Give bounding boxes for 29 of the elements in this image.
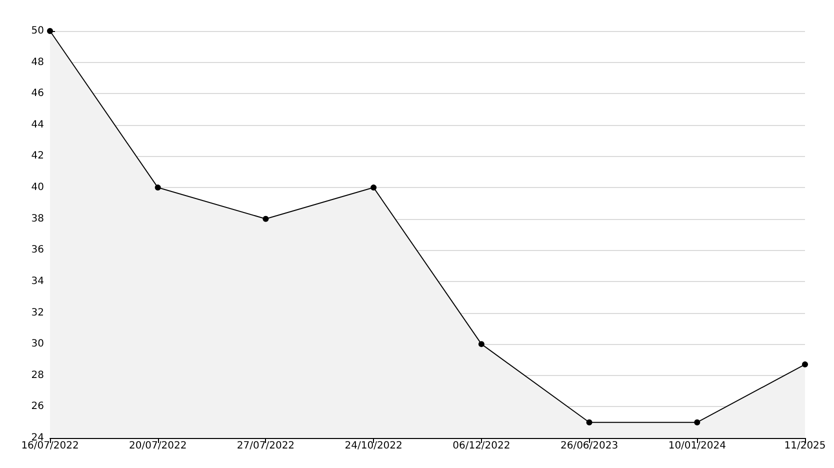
x-tick-label: 16/07/2022 [21,440,79,452]
x-tick-label: 24/10/2022 [344,440,402,452]
point [802,361,808,368]
x-tick-label: 20/07/2022 [129,440,187,452]
point [586,419,592,426]
point [370,184,377,191]
x-tick-label: 11/2025 [784,440,826,452]
point [262,216,269,222]
point [154,184,161,191]
x-tick-label: 06/12/2022 [452,440,510,452]
y-tick-label: 30 [31,338,44,350]
y-tick-label: 46 [31,88,44,100]
y-tick-label: 32 [31,307,44,318]
point [47,28,53,34]
y-tick-label: 28 [31,370,44,381]
y-tick-label: 48 [31,56,44,68]
y-tick-label: 38 [31,213,44,224]
point [694,419,700,426]
y-tick-label: 36 [31,244,44,256]
y-tick-label: 42 [31,150,44,162]
y-tick-label: 26 [31,401,44,412]
y-tick-label: 40 [31,182,44,194]
x-tick-label: 27/07/2022 [236,440,295,452]
y-tick-label: 34 [31,276,44,287]
x-tick-label: 26/06/2023 [560,440,618,452]
y-tick-label: 44 [31,119,44,130]
point [478,341,484,348]
y-tick-label: 50 [31,26,44,36]
x-tick-label: 10/01/2024 [668,440,726,452]
